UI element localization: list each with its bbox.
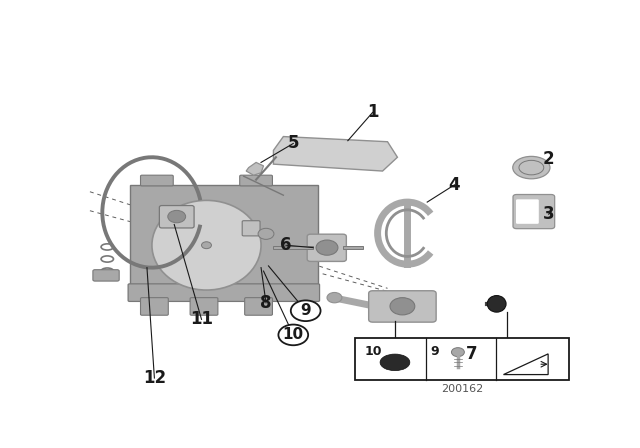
Text: 10: 10	[364, 345, 381, 358]
Text: 11: 11	[190, 310, 213, 328]
Ellipse shape	[380, 354, 410, 370]
Bar	[273, 246, 313, 249]
Text: 200162: 200162	[441, 384, 483, 394]
Text: 4: 4	[449, 176, 460, 194]
Polygon shape	[246, 163, 264, 175]
FancyBboxPatch shape	[513, 194, 555, 228]
Ellipse shape	[152, 200, 261, 290]
Text: 1: 1	[367, 103, 378, 121]
Text: 9: 9	[300, 303, 311, 318]
Polygon shape	[273, 137, 397, 171]
Circle shape	[451, 348, 465, 357]
Circle shape	[168, 211, 186, 223]
Text: 2: 2	[543, 150, 554, 168]
Polygon shape	[504, 354, 548, 375]
Circle shape	[291, 301, 321, 321]
FancyBboxPatch shape	[141, 175, 173, 186]
Polygon shape	[129, 185, 318, 289]
Ellipse shape	[513, 156, 550, 179]
Bar	[343, 246, 363, 249]
FancyBboxPatch shape	[516, 199, 539, 224]
FancyBboxPatch shape	[240, 175, 273, 186]
Text: 7: 7	[466, 345, 477, 363]
Text: 3: 3	[543, 205, 554, 223]
FancyBboxPatch shape	[128, 284, 319, 302]
FancyBboxPatch shape	[242, 221, 260, 236]
FancyBboxPatch shape	[190, 297, 218, 315]
Text: 10: 10	[283, 327, 304, 342]
Text: 8: 8	[260, 294, 272, 312]
Text: 5: 5	[287, 134, 299, 152]
Text: 12: 12	[143, 369, 166, 387]
Text: 9: 9	[431, 345, 439, 358]
FancyBboxPatch shape	[141, 297, 168, 315]
Circle shape	[390, 297, 415, 315]
Circle shape	[202, 242, 211, 249]
Circle shape	[316, 240, 338, 255]
Circle shape	[278, 324, 308, 345]
FancyBboxPatch shape	[244, 297, 273, 315]
Text: 6: 6	[280, 236, 292, 254]
FancyBboxPatch shape	[93, 270, 119, 281]
FancyBboxPatch shape	[159, 206, 194, 228]
Ellipse shape	[487, 296, 506, 312]
FancyBboxPatch shape	[307, 234, 346, 262]
Bar	[355, 338, 568, 380]
FancyBboxPatch shape	[369, 291, 436, 322]
Circle shape	[327, 293, 342, 303]
Circle shape	[258, 228, 274, 239]
